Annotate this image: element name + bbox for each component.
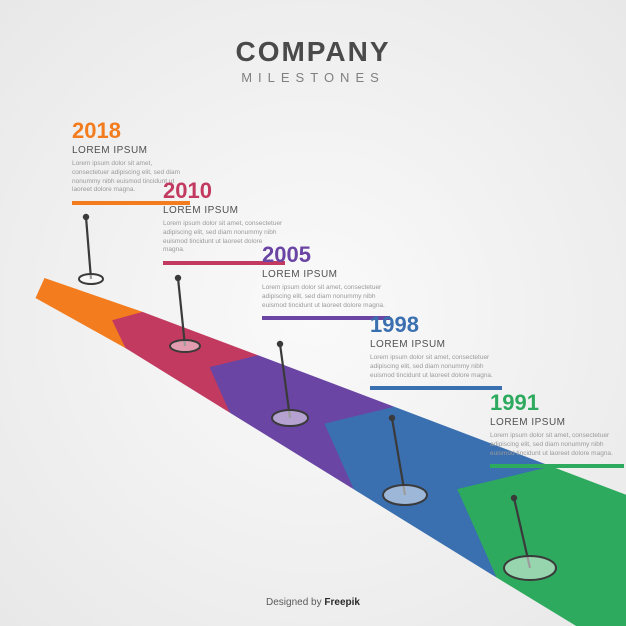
pin [79, 214, 103, 284]
milestone-heading: LOREM IPSUM [163, 205, 285, 216]
milestone-heading: LOREM IPSUM [262, 269, 390, 280]
milestone-body: Lorem ipsum dolor sit amet, consectetuer… [370, 354, 502, 380]
footer-prefix: Designed by [266, 597, 324, 608]
milestone-body: Lorem ipsum dolor sit amet, consectetuer… [262, 284, 390, 310]
footer-credit: Designed by Freepik [0, 597, 626, 608]
milestone: 1991LOREM IPSUM Lorem ipsum dolor sit ame… [490, 390, 624, 468]
milestone-underline [490, 464, 624, 468]
milestone-underline [370, 386, 502, 390]
milestone-heading: LOREM IPSUM [370, 339, 502, 350]
footer-brand: Freepik [324, 597, 360, 608]
milestone: 2005LOREM IPSUM Lorem ipsum dolor sit ame… [262, 242, 390, 320]
milestone-year: 1991 [490, 390, 624, 416]
milestone-year: 2010 [163, 178, 285, 204]
milestone-year: 2018 [72, 118, 190, 144]
milestone-year: 1998 [370, 312, 502, 338]
milestone-heading: LOREM IPSUM [72, 145, 190, 156]
milestone-year: 2005 [262, 242, 390, 268]
milestone: 1998LOREM IPSUM Lorem ipsum dolor sit ame… [370, 312, 502, 390]
milestone-body: Lorem ipsum dolor sit amet, consectetuer… [490, 432, 624, 458]
milestone-heading: LOREM IPSUM [490, 417, 624, 428]
